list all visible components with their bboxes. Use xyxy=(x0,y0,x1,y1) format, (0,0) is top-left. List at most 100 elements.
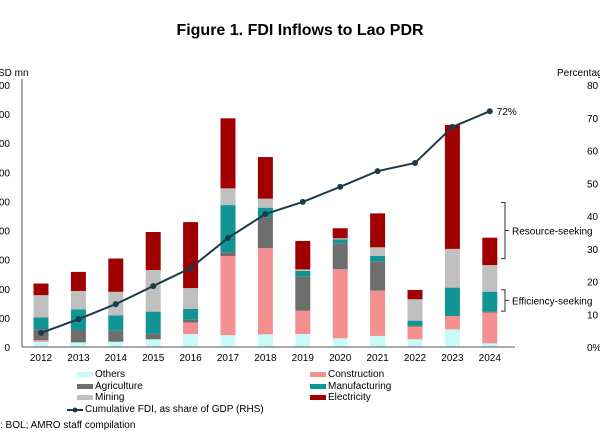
bar-agriculture-2015 xyxy=(145,333,161,340)
line-point-2019 xyxy=(299,198,306,205)
bar-mining-2023 xyxy=(444,248,460,288)
bar-manufacturing-2019 xyxy=(295,270,311,277)
left-tick-label: 800 xyxy=(0,227,10,238)
bar-electricity-2013 xyxy=(70,271,86,291)
legend-item-electricity: Electricity xyxy=(310,392,371,403)
bar-others-2023 xyxy=(444,329,460,347)
left-tick-label: 200 xyxy=(0,314,10,325)
bar-mining-2017 xyxy=(220,188,236,206)
right-tick-label: 20 xyxy=(587,278,599,289)
legend-swatch xyxy=(77,384,93,389)
bar-manufacturing-2022 xyxy=(407,320,423,326)
bar-electricity-2021 xyxy=(370,213,386,248)
bar-mining-2020 xyxy=(332,238,348,240)
line-point-2021 xyxy=(374,168,381,175)
right-tick-label: 60 xyxy=(587,147,599,158)
left-tick-label: 1,800 xyxy=(0,81,10,92)
bar-others-2016 xyxy=(183,334,199,347)
bar-manufacturing-2016 xyxy=(183,308,199,320)
bar-others-2015 xyxy=(145,339,161,347)
annotation-label: Efficiency-seeking xyxy=(512,296,592,307)
x-tick-label: 2018 xyxy=(254,353,277,364)
x-tick-label: 2016 xyxy=(179,353,202,364)
line-end-label: 72% xyxy=(497,107,517,118)
bar-manufacturing-2015 xyxy=(145,311,161,334)
left-tick-label: 1,400 xyxy=(0,139,10,150)
line-point-2015 xyxy=(150,283,157,290)
bar-construction-2016 xyxy=(183,322,199,335)
line-point-2016 xyxy=(187,265,194,272)
bar-agriculture-2017 xyxy=(220,252,236,257)
left-tick-label: 1,000 xyxy=(0,197,10,208)
bar-manufacturing-2017 xyxy=(220,205,236,253)
bar-agriculture-2021 xyxy=(370,261,386,291)
legend-item-others: Others xyxy=(77,369,125,380)
bar-electricity-2012 xyxy=(33,283,49,296)
x-tick-label: 2017 xyxy=(217,353,240,364)
x-tick-label: 2012 xyxy=(30,353,53,364)
right-tick-label: 0% xyxy=(587,343,600,354)
x-tick-label: 2014 xyxy=(105,353,128,364)
bracket-0 xyxy=(501,201,509,260)
x-tick-label: 2023 xyxy=(441,353,464,364)
legend-label: Manufacturing xyxy=(328,381,392,392)
bar-mining-2021 xyxy=(370,247,386,257)
legend-swatch xyxy=(310,384,326,389)
bar-construction-2022 xyxy=(407,326,423,340)
bar-manufacturing-2024 xyxy=(482,291,498,312)
legend-label: Electricity xyxy=(328,392,371,403)
line-point-2012 xyxy=(38,329,44,336)
left-axis-label: SD mn xyxy=(0,68,29,79)
chart-title: Figure 1. FDI Inflows to Lao PDR xyxy=(176,22,424,39)
bar-agriculture-2019 xyxy=(295,276,311,311)
bar-mining-2022 xyxy=(407,299,423,321)
bar-electricity-2022 xyxy=(407,289,423,300)
bar-manufacturing-2012 xyxy=(33,317,49,330)
line-point-2024 xyxy=(486,108,493,115)
bar-electricity-2018 xyxy=(257,157,273,199)
line-point-2018 xyxy=(262,211,269,218)
bar-construction-2018 xyxy=(257,248,273,335)
bar-construction-2023 xyxy=(444,315,460,330)
bar-agriculture-2014 xyxy=(108,330,124,342)
legend-label: Construction xyxy=(328,369,385,380)
bar-agriculture-2022 xyxy=(407,325,423,327)
right-tick-label: 80 xyxy=(587,81,599,92)
x-tick-label: 2019 xyxy=(292,353,315,364)
x-tick-label: 2013 xyxy=(67,353,90,364)
bar-others-2013 xyxy=(70,342,86,347)
x-tick-label: 2024 xyxy=(479,353,502,364)
source-note: : BOL; AMRO staff compilation xyxy=(0,420,136,431)
bar-construction-2021 xyxy=(370,290,386,336)
legend-item-agriculture: Agriculture xyxy=(77,381,143,392)
legend-item-cumulative-fdi: Cumulative FDI, as share of GDP (RHS) xyxy=(67,404,264,415)
x-tick-label: 2021 xyxy=(366,353,389,364)
bar-others-2012 xyxy=(33,341,49,347)
bar-electricity-2017 xyxy=(220,118,236,189)
legend-item-manufacturing: Manufacturing xyxy=(310,381,391,392)
bar-construction-2017 xyxy=(220,256,236,336)
bar-agriculture-2020 xyxy=(332,243,348,270)
legend-item-mining: Mining xyxy=(77,392,124,403)
bar-others-2024 xyxy=(482,343,498,347)
legend-line-marker-icon xyxy=(67,407,83,412)
bar-construction-2019 xyxy=(295,310,311,335)
line-point-2023 xyxy=(449,123,456,130)
bar-manufacturing-2023 xyxy=(444,287,460,316)
bar-mining-2015 xyxy=(145,270,161,312)
bar-manufacturing-2014 xyxy=(108,315,124,331)
legend-swatch xyxy=(77,372,93,377)
x-tick-label: 2022 xyxy=(404,353,427,364)
bar-others-2020 xyxy=(332,338,348,347)
legend-label: Agriculture xyxy=(95,381,143,392)
legend-label: Others xyxy=(95,369,126,380)
right-tick-label: 50 xyxy=(587,179,599,190)
right-tick-label: 40 xyxy=(587,212,599,223)
bar-mining-2024 xyxy=(482,265,498,292)
right-tick-label: 70 xyxy=(587,114,599,125)
bar-agriculture-2016 xyxy=(183,319,199,323)
bar-agriculture-2024 xyxy=(482,311,498,313)
bar-others-2022 xyxy=(407,339,423,347)
line-point-2022 xyxy=(412,159,418,166)
bar-electricity-2020 xyxy=(332,228,348,239)
